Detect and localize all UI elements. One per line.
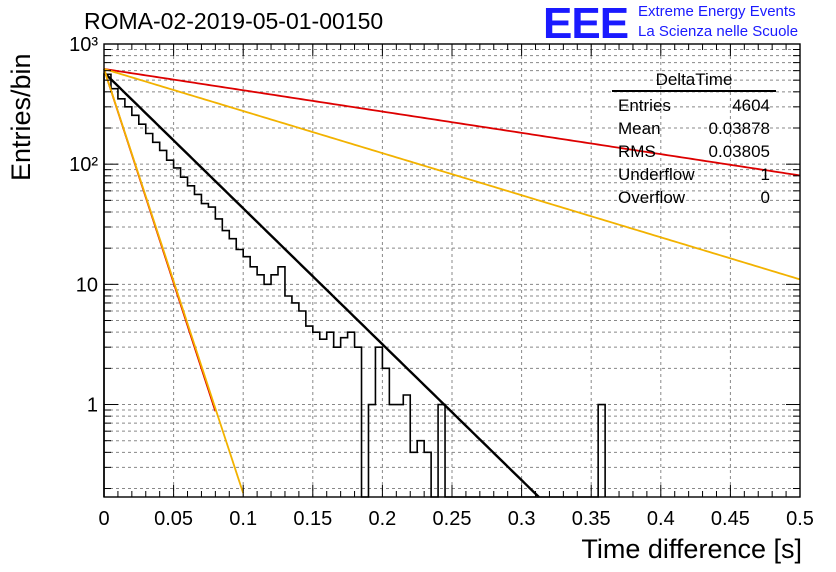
- chart-ticks: 0 0.05 0.1 0.15 0.2 0.25 0.3 0.35 0.4 0.45 0.51101…: [69, 34, 814, 530]
- x-tick-label: 0: [98, 508, 109, 530]
- stats-label: Underflow: [618, 165, 695, 184]
- y-tick-label: 1: [87, 395, 98, 417]
- x-tick-label: 0.05: [154, 508, 193, 530]
- y-axis-label: Entries/bin: [6, 53, 36, 181]
- x-tick-label: 0.3: [508, 508, 536, 530]
- logo-caption: Extreme Energy Events La Scienza nelle S…: [638, 2, 798, 42]
- x-tick-label: 0.5: [786, 508, 814, 530]
- y-tick-label: 10³: [69, 34, 98, 56]
- fit-curve-0: [103, 71, 540, 498]
- x-tick-label: 0.2: [368, 508, 396, 530]
- stats-box: DeltaTime Entries 4604 Mean 0.03878 RMS …: [612, 70, 776, 209]
- stats-value: 4604: [732, 96, 770, 115]
- stats-row-underflow: Underflow 1: [612, 163, 776, 186]
- stats-label: Mean: [618, 119, 661, 138]
- y-tick-label: 10: [76, 274, 98, 296]
- stats-row-overflow: Overflow 0: [612, 186, 776, 209]
- logo-caption-line2: La Scienza nelle Scuole: [638, 23, 799, 40]
- stats-title: DeltaTime: [612, 70, 776, 92]
- x-tick-label: 0.45: [711, 508, 750, 530]
- stats-row-entries: Entries 4604: [612, 94, 776, 117]
- y-tick-label: 10²: [69, 154, 98, 176]
- fit-curve-4: [103, 68, 245, 494]
- stats-value: 0.03805: [708, 142, 770, 161]
- stats-row-mean: Mean 0.03878: [612, 117, 776, 140]
- chart-grid: [104, 44, 800, 497]
- stats-label: Entries: [618, 96, 671, 115]
- histogram-bins: [103, 73, 606, 498]
- chart-title: ROMA-02-2019-05-01-00150: [84, 8, 384, 34]
- x-axis-label: Time difference [s]: [581, 534, 802, 564]
- x-tick-label: 0.15: [293, 508, 332, 530]
- x-tick-label: 0.4: [647, 508, 675, 530]
- stats-value: 0.03878: [708, 119, 770, 138]
- eee-logo: EEE: [543, 0, 629, 48]
- stats-row-rms: RMS 0.03805: [612, 140, 776, 163]
- fit-curve-3: [103, 68, 801, 281]
- x-tick-label: 0.25: [433, 508, 472, 530]
- fit-curve-1: [103, 68, 801, 177]
- stats-value: 1: [760, 165, 770, 184]
- x-tick-label: 0.1: [229, 508, 257, 530]
- x-tick-label: 0.35: [572, 508, 611, 530]
- stats-label: RMS: [618, 142, 656, 161]
- stats-label: Overflow: [618, 188, 686, 207]
- logo-caption-line1: Extreme Energy Events: [638, 3, 796, 20]
- stats-value: 0: [760, 188, 770, 207]
